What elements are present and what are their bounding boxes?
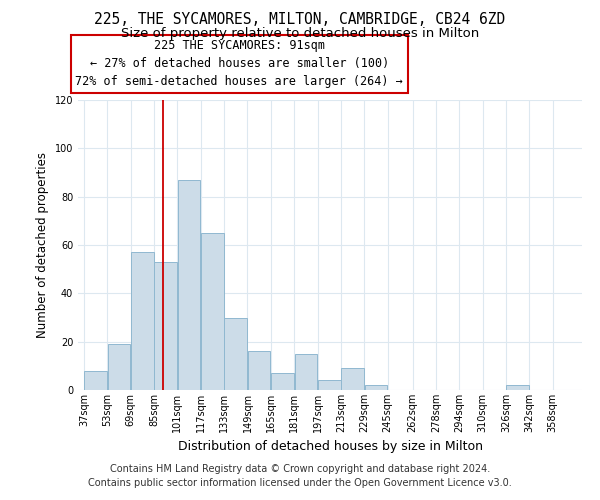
- Bar: [154, 262, 177, 390]
- Bar: [365, 385, 388, 390]
- Bar: [248, 352, 271, 390]
- X-axis label: Distribution of detached houses by size in Milton: Distribution of detached houses by size …: [178, 440, 482, 454]
- Text: Contains HM Land Registry data © Crown copyright and database right 2024.
Contai: Contains HM Land Registry data © Crown c…: [88, 464, 512, 487]
- Text: 225, THE SYCAMORES, MILTON, CAMBRIDGE, CB24 6ZD: 225, THE SYCAMORES, MILTON, CAMBRIDGE, C…: [94, 12, 506, 28]
- Bar: [107, 344, 130, 390]
- Bar: [295, 354, 317, 390]
- Bar: [178, 180, 200, 390]
- Bar: [84, 370, 107, 390]
- Bar: [131, 252, 154, 390]
- Bar: [271, 373, 294, 390]
- Bar: [506, 385, 529, 390]
- Text: Size of property relative to detached houses in Milton: Size of property relative to detached ho…: [121, 28, 479, 40]
- Text: 225 THE SYCAMORES: 91sqm
← 27% of detached houses are smaller (100)
72% of semi-: 225 THE SYCAMORES: 91sqm ← 27% of detach…: [76, 40, 403, 88]
- Bar: [201, 233, 224, 390]
- Y-axis label: Number of detached properties: Number of detached properties: [36, 152, 49, 338]
- Bar: [341, 368, 364, 390]
- Bar: [318, 380, 341, 390]
- Bar: [224, 318, 247, 390]
